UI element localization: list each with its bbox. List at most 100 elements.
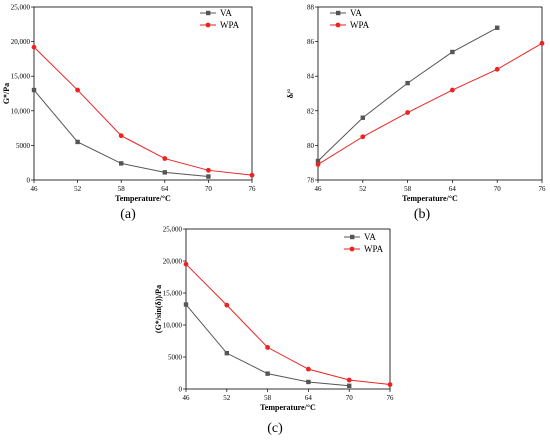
- data-point-wpa: [249, 172, 255, 178]
- y-tick-label: 84: [307, 73, 315, 81]
- y-tick-label: 78: [307, 177, 315, 185]
- x-tick-label: 46: [315, 185, 323, 193]
- y-tick-label: 0: [179, 386, 183, 394]
- legend-marker-va: [350, 234, 355, 240]
- legend-label-va: VA: [364, 232, 376, 242]
- data-point-wpa: [315, 162, 321, 167]
- data-point-wpa: [346, 377, 352, 383]
- y-tick-label: 10,000: [11, 107, 31, 115]
- plot-frame: [317, 6, 543, 181]
- data-point-va: [162, 170, 167, 175]
- data-point-wpa: [539, 40, 545, 46]
- data-point-wpa: [450, 87, 455, 93]
- y-tick-label: 82: [307, 107, 315, 115]
- data-point-wpa: [494, 66, 500, 72]
- data-point-wpa: [31, 44, 37, 50]
- data-point-va: [183, 302, 189, 307]
- y-tick-label: 0: [27, 177, 31, 185]
- y-tick-label: 80: [307, 142, 315, 150]
- x-tick-label: 70: [494, 185, 502, 193]
- x-axis-label: Temperature/°C: [260, 403, 316, 412]
- chart-panel-c: 46 52 58 64 70 76 0 5000 10,000 15,000 20,000 25,00…: [154, 226, 394, 437]
- data-point-va: [495, 25, 500, 30]
- y-tick-label: 25,000: [163, 226, 183, 234]
- x-tick-label: 52: [359, 185, 367, 193]
- y-tick-label: 10,000: [163, 322, 183, 330]
- plot-frame: [185, 228, 391, 390]
- data-point-wpa: [387, 382, 393, 387]
- x-tick-label: 58: [404, 185, 412, 193]
- x-tick-label: 76: [387, 394, 395, 402]
- legend-label-wpa: WPA: [220, 20, 240, 30]
- y-axis-label: G*/Pa: [2, 83, 11, 104]
- data-point-va: [119, 161, 124, 166]
- y-tick-label: 25,000: [11, 4, 31, 12]
- data-point-wpa: [118, 133, 124, 139]
- data-point-va: [450, 49, 455, 55]
- chart-panel-b: 46 52 58 64 70 76 78 80 82 84 86 88 Temperature/°C δ/…: [286, 4, 546, 223]
- x-tick-label: 52: [223, 394, 231, 402]
- x-axis-label: Temperature/°C: [115, 194, 171, 203]
- y-tick-label: 5000: [16, 142, 31, 150]
- series-line-wpa: [185, 263, 391, 386]
- panel-caption: (b): [414, 207, 431, 222]
- y-tick-label: 20,000: [163, 258, 183, 266]
- series-line-wpa: [33, 46, 253, 176]
- y-tick-label: 20,000: [11, 38, 31, 46]
- data-point-va: [265, 371, 270, 376]
- legend-label-wpa: WPA: [364, 244, 384, 254]
- data-point-wpa: [75, 87, 80, 93]
- x-tick-label: 70: [205, 185, 213, 193]
- legend-label-va: VA: [350, 8, 362, 18]
- data-point-wpa: [360, 134, 366, 140]
- x-tick-label: 76: [539, 185, 547, 193]
- x-tick-label: 52: [74, 185, 82, 193]
- data-point-va: [31, 87, 37, 93]
- x-tick-label: 64: [305, 394, 313, 402]
- legend-marker-wpa: [349, 246, 355, 252]
- chart-panel-a: 46 52 58 64 70 76 0 5000 10,000 15,000 20,000 25,00…: [2, 4, 256, 223]
- y-tick-label: 15,000: [11, 73, 31, 81]
- x-tick-label: 58: [264, 394, 272, 402]
- x-tick-label: 70: [346, 394, 354, 402]
- data-point-wpa: [206, 167, 211, 173]
- y-axis-label: (G*/sin(δ))/Pa: [154, 285, 163, 333]
- legend-marker-va: [336, 10, 341, 16]
- data-point-wpa: [224, 302, 230, 308]
- data-point-va: [360, 115, 365, 120]
- legend-marker-wpa: [335, 22, 341, 28]
- data-point-va: [206, 174, 211, 179]
- y-tick-label: 86: [307, 38, 315, 46]
- series-line-va: [317, 27, 498, 162]
- legend-label-va: VA: [220, 8, 232, 18]
- data-point-wpa: [405, 110, 410, 115]
- x-axis-label: Temperature/°C: [402, 194, 458, 203]
- panel-caption: (c): [267, 421, 283, 436]
- x-tick-label: 58: [118, 185, 126, 193]
- data-point-va: [347, 383, 352, 388]
- x-tick-label: 46: [31, 185, 39, 193]
- plot-frame: [33, 6, 253, 181]
- data-point-va: [306, 379, 311, 385]
- x-tick-label: 76: [249, 185, 257, 193]
- x-tick-label: 46: [183, 394, 191, 402]
- x-tick-label: 64: [161, 185, 169, 193]
- y-axis-label: δ/°: [286, 89, 295, 99]
- data-point-va: [315, 158, 321, 164]
- y-tick-label: 5000: [168, 354, 183, 362]
- x-tick-label: 64: [449, 185, 457, 193]
- data-point-va: [224, 350, 229, 356]
- data-point-va: [75, 139, 80, 145]
- data-point-wpa: [183, 261, 189, 267]
- y-tick-label: 15,000: [163, 290, 183, 298]
- legend-marker-wpa: [205, 22, 211, 28]
- data-point-wpa: [162, 156, 168, 161]
- series-line-wpa: [317, 42, 543, 165]
- legend-marker-va: [206, 10, 211, 16]
- data-point-wpa: [265, 345, 270, 350]
- data-point-va: [405, 80, 410, 86]
- data-point-wpa: [306, 366, 311, 372]
- y-tick-label: 88: [307, 4, 315, 12]
- legend-label-wpa: WPA: [350, 20, 370, 30]
